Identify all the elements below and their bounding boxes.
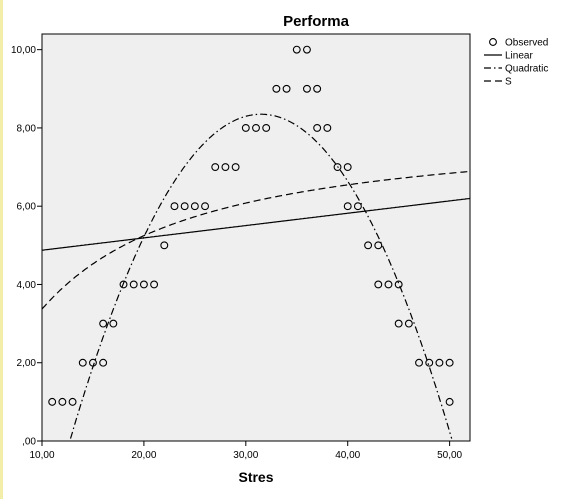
data-point [415,358,423,367]
data-point [313,123,322,132]
data-point [129,280,138,289]
data-point [425,358,434,367]
y-tick-label: 2,00 [17,358,37,369]
data-point [445,397,454,406]
data-point [160,241,169,250]
data-point [170,202,179,211]
fit-lines [41,113,471,439]
data-point [48,397,57,406]
x-tick-label: 20,00 [131,450,156,461]
legend-label-s: S [505,77,512,88]
data-point [119,280,128,289]
legend: Observed Linear Quadratic S [484,38,548,88]
legend-label-observed: Observed [505,38,548,49]
left-edge-strip [0,0,3,499]
data-point [252,123,260,132]
plot-area [41,33,471,442]
y-tick-label: ,00 [22,437,36,448]
data-point [89,358,97,367]
data-point [374,280,383,289]
data-point [68,397,77,406]
data-point [272,84,281,93]
data-point [394,319,403,328]
observed-points [48,45,454,406]
data-point [353,202,362,211]
data-point [364,241,373,250]
y-tick-label: 8,00 [17,123,37,134]
data-point [211,163,220,172]
fit-line-s [41,170,471,310]
data-point [394,280,403,289]
data-point [78,358,87,367]
data-point [99,358,108,367]
data-point [445,358,454,367]
data-point [292,45,301,54]
x-tick-label: 40,00 [335,450,360,461]
data-point [303,45,311,54]
data-point [180,202,189,211]
x-axis: 10,00 20,00 30,00 40,00 50,00 [29,441,463,461]
chart-title: Performa [283,13,350,30]
data-point [262,123,271,132]
data-point [333,163,342,172]
data-point [343,163,352,172]
legend-label-linear: Linear [505,51,533,62]
data-point [99,319,108,328]
fit-line-linear [41,197,471,251]
data-point [404,319,413,328]
data-point [384,280,393,289]
data-point [150,280,159,289]
fit-line-quadratic [69,113,453,439]
data-point [221,163,230,172]
x-tick-label: 50,00 [437,450,462,461]
legend-label-quadratic: Quadratic [505,64,548,75]
data-point [231,163,240,172]
data-point [190,202,199,211]
data-point [313,84,322,93]
data-point [201,202,209,211]
x-tick-label: 10,00 [29,450,54,461]
y-tick-label: 10,00 [11,45,36,56]
data-point [241,123,250,132]
data-point [139,280,148,289]
data-point [323,123,332,132]
x-axis-label: Stres [238,469,273,485]
data-point [343,202,352,211]
data-point [435,358,444,367]
x-tick-label: 30,00 [233,450,258,461]
data-point [282,84,291,93]
y-tick-label: 4,00 [17,280,37,291]
data-point [374,241,383,250]
legend-marker-observed [489,38,497,46]
y-axis: ,00 2,00 4,00 6,00 8,00 10,00 [11,45,42,448]
data-point [303,84,311,93]
data-point [109,319,118,328]
data-point [58,397,67,406]
y-tick-label: 6,00 [17,202,37,213]
